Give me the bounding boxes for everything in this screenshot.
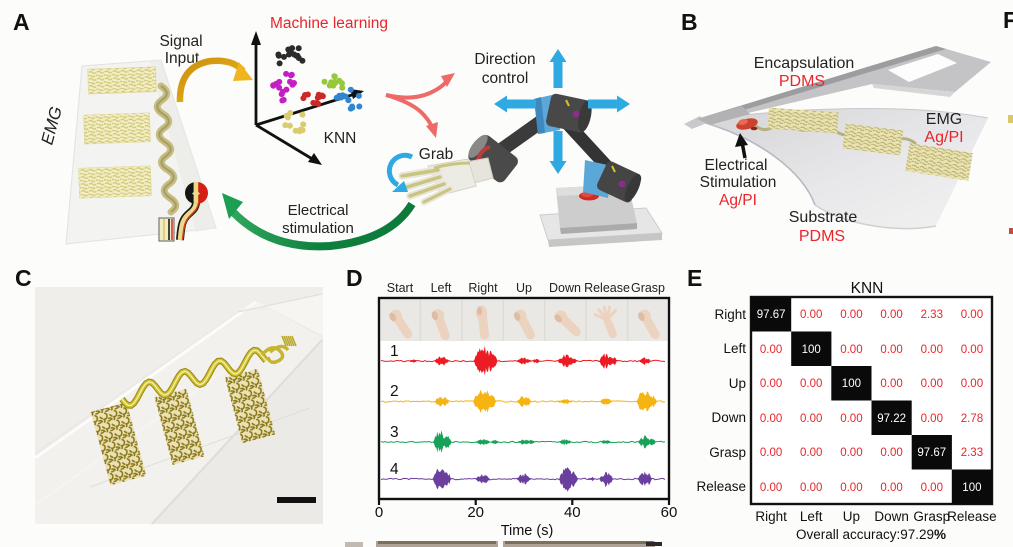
- svg-text:0.00: 0.00: [961, 344, 983, 356]
- svg-text:Release: Release: [584, 281, 630, 295]
- svg-text:KNN: KNN: [324, 130, 357, 147]
- svg-text:C: C: [15, 265, 32, 291]
- svg-text:stimulation: stimulation: [282, 220, 354, 237]
- svg-text:Machine learning: Machine learning: [270, 15, 388, 32]
- svg-text:Overall accuracy:97.29%: Overall accuracy:97.29%: [796, 527, 946, 542]
- svg-text:Grab: Grab: [419, 146, 453, 163]
- svg-text:97.67: 97.67: [757, 309, 786, 321]
- svg-text:0.00: 0.00: [760, 378, 782, 390]
- svg-text:97.22: 97.22: [877, 413, 906, 425]
- svg-text:Ag/PI: Ag/PI: [924, 129, 963, 146]
- svg-text:0: 0: [375, 504, 383, 521]
- svg-text:Up: Up: [843, 509, 860, 524]
- svg-text:2: 2: [390, 383, 399, 400]
- svg-text:Grasp: Grasp: [913, 509, 950, 524]
- svg-text:Release: Release: [947, 509, 997, 524]
- svg-text:PDMS: PDMS: [799, 228, 845, 245]
- svg-text:0.00: 0.00: [760, 447, 782, 459]
- svg-text:E: E: [687, 265, 702, 291]
- svg-text:1: 1: [390, 343, 399, 360]
- svg-text:EMG: EMG: [926, 111, 962, 128]
- svg-text:0.00: 0.00: [921, 378, 943, 390]
- svg-text:2.78: 2.78: [961, 413, 983, 425]
- svg-text:0.00: 0.00: [921, 482, 943, 494]
- svg-text:100: 100: [842, 378, 861, 390]
- svg-text:Grasp: Grasp: [709, 445, 746, 460]
- svg-text:0.00: 0.00: [800, 482, 822, 494]
- svg-text:control: control: [482, 70, 529, 87]
- svg-text:B: B: [681, 9, 698, 35]
- svg-text:100: 100: [802, 344, 821, 356]
- svg-text:0.00: 0.00: [840, 344, 862, 356]
- svg-text:Substrate: Substrate: [789, 209, 858, 226]
- svg-text:Up: Up: [729, 376, 746, 391]
- svg-text:4: 4: [390, 461, 399, 478]
- svg-text:0.00: 0.00: [800, 447, 822, 459]
- svg-text:A: A: [13, 9, 30, 35]
- svg-text:2.33: 2.33: [921, 309, 943, 321]
- svg-text:0.00: 0.00: [760, 344, 782, 356]
- svg-text:0.00: 0.00: [880, 378, 902, 390]
- svg-text:Release: Release: [696, 479, 746, 494]
- svg-text:Down: Down: [549, 281, 581, 295]
- svg-text:0.00: 0.00: [921, 413, 943, 425]
- svg-text:Electrical: Electrical: [705, 157, 768, 174]
- svg-text:3: 3: [390, 424, 399, 441]
- svg-text:Stimulation: Stimulation: [700, 174, 777, 191]
- svg-text:2.33: 2.33: [961, 447, 983, 459]
- svg-text:0.00: 0.00: [880, 344, 902, 356]
- svg-text:Input: Input: [165, 50, 200, 67]
- svg-text:Grasp: Grasp: [631, 281, 665, 295]
- svg-text:0.00: 0.00: [840, 482, 862, 494]
- svg-text:Right: Right: [714, 307, 746, 322]
- svg-text:100: 100: [962, 482, 981, 494]
- svg-text:Ag/PI: Ag/PI: [719, 192, 757, 209]
- svg-text:60: 60: [661, 504, 678, 521]
- svg-text:PDMS: PDMS: [779, 73, 825, 90]
- svg-text:D: D: [346, 265, 363, 291]
- svg-text:20: 20: [467, 504, 484, 521]
- svg-text:0.00: 0.00: [921, 344, 943, 356]
- svg-text:Left: Left: [800, 509, 823, 524]
- svg-text:Right: Right: [468, 281, 498, 295]
- svg-text:Direction: Direction: [474, 51, 535, 68]
- svg-text:0.00: 0.00: [760, 413, 782, 425]
- svg-text:0.00: 0.00: [961, 378, 983, 390]
- svg-text:Signal: Signal: [159, 33, 202, 50]
- svg-text:0.00: 0.00: [961, 309, 983, 321]
- svg-text:Start: Start: [387, 281, 414, 295]
- svg-text:Left: Left: [431, 281, 452, 295]
- svg-text:97.67: 97.67: [917, 447, 946, 459]
- svg-text:Time (s): Time (s): [501, 523, 554, 539]
- svg-text:Down: Down: [711, 410, 746, 425]
- svg-text:F: F: [1003, 7, 1013, 33]
- svg-text:0.00: 0.00: [880, 309, 902, 321]
- svg-text:KNN: KNN: [851, 280, 884, 297]
- svg-text:Up: Up: [516, 281, 532, 295]
- svg-text:Down: Down: [874, 509, 909, 524]
- svg-text:40: 40: [564, 504, 581, 521]
- svg-text:Left: Left: [723, 341, 746, 356]
- svg-text:0.00: 0.00: [840, 309, 862, 321]
- svg-text:0.00: 0.00: [800, 309, 822, 321]
- svg-text:0.00: 0.00: [800, 378, 822, 390]
- svg-text:0.00: 0.00: [760, 482, 782, 494]
- svg-text:0.00: 0.00: [840, 413, 862, 425]
- svg-text:0.00: 0.00: [880, 447, 902, 459]
- svg-text:Encapsulation: Encapsulation: [754, 55, 855, 72]
- svg-text:Electrical: Electrical: [288, 202, 349, 219]
- svg-text:0.00: 0.00: [880, 482, 902, 494]
- svg-text:0.00: 0.00: [800, 413, 822, 425]
- svg-text:0.00: 0.00: [840, 447, 862, 459]
- svg-text:Right: Right: [755, 509, 787, 524]
